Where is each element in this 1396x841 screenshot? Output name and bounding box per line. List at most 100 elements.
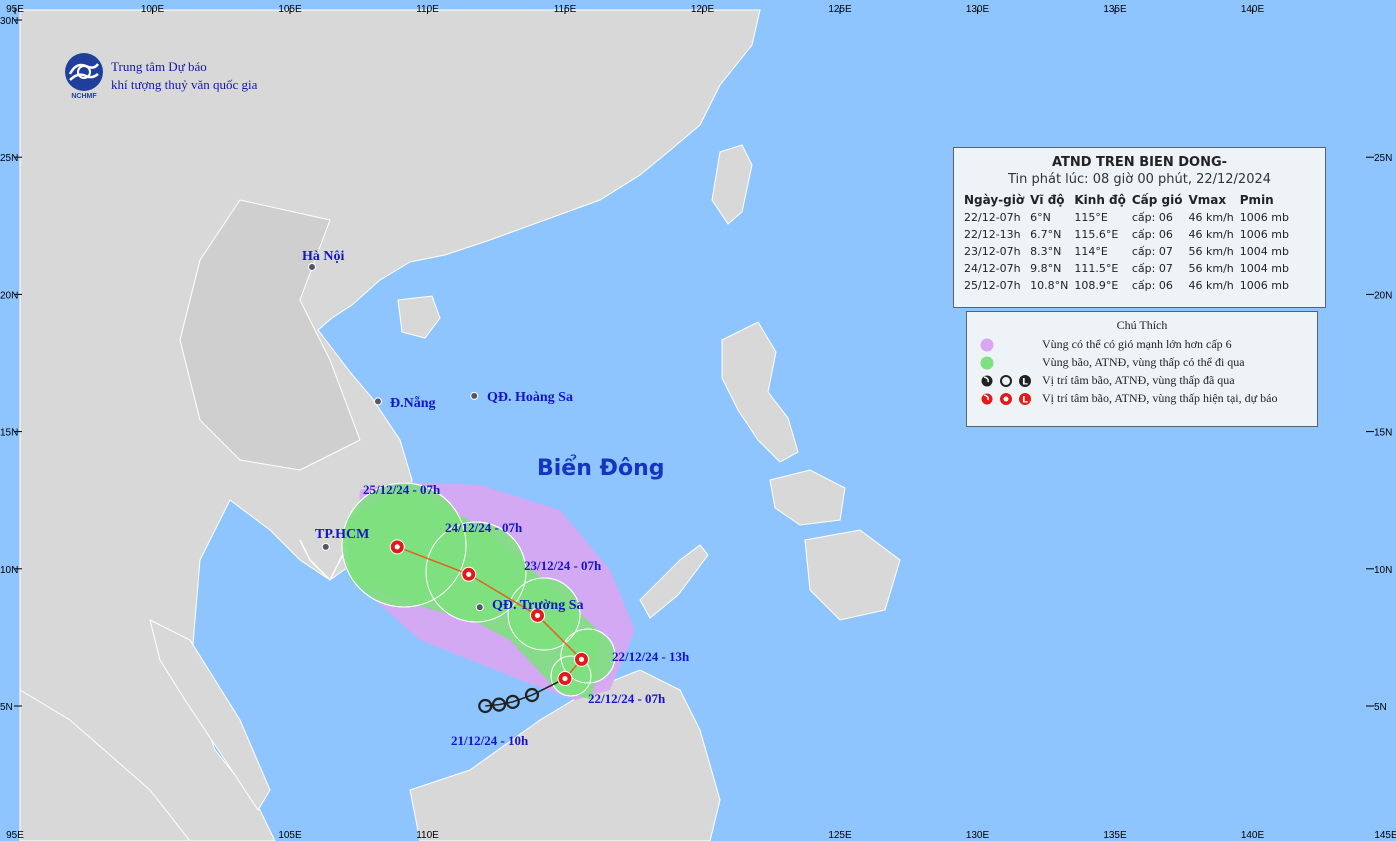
legend-item-wind-zone: Vùng có thể có gió mạnh lớn hơn cấp 6 — [967, 336, 1317, 354]
tick-label-top: 120E — [691, 4, 715, 15]
cell-datetime: 25/12-07h — [964, 279, 1021, 292]
tick-label-top: 125E — [828, 4, 852, 15]
landmass-malay-peninsula — [149, 619, 271, 811]
col-datetime: Ngày-giờ — [964, 193, 1025, 207]
track-label-22-12-13h: 22/12/24 - 13h — [612, 649, 690, 664]
tick-label-right: 20N — [1374, 290, 1392, 301]
forecast-position-center — [578, 656, 585, 662]
sea-label: Biển Đông — [537, 456, 665, 481]
landmass-luzon — [721, 321, 799, 463]
past-position-marker — [491, 697, 507, 712]
cell-latitude: 9.8°N — [1030, 262, 1062, 275]
info-title: ATND TREN BIEN DONG- — [1051, 155, 1228, 170]
place-marker — [321, 542, 330, 551]
col-latitude: Vĩ độ — [1030, 193, 1065, 207]
cell-longitude: 115.6°E — [1074, 228, 1119, 241]
cell-latitude: 6.7°N — [1030, 228, 1062, 241]
table-row: 25/12-07h 10.8°N 108.9°E cấp: 06 46 km/h… — [962, 278, 1293, 295]
tick-label-top: 130E — [966, 4, 990, 15]
track-label-21-12: 21/12/24 - 10h — [451, 733, 529, 748]
tick-label-right: 10N — [1374, 565, 1392, 576]
col-pmin: Pmin — [1239, 193, 1274, 207]
forecast-position-center — [466, 571, 472, 577]
tick-label-top: 95E — [6, 4, 24, 15]
table-header-row: Ngày-giờ Vĩ độ Kinh độ Cấp gió Vmax Pmin — [962, 193, 1293, 210]
storm-track-zone-hull — [346, 485, 600, 700]
tick-label-bottom: 130E — [966, 830, 990, 841]
cell-vmax: 46 km/h — [1188, 211, 1234, 224]
latitude-longitude-ticks: 95E 100E 105E 110E 115E 120E 125E 130E 135E 140E 9… — [0, 4, 1396, 841]
table-row: 23/12-07h 8.3°N 114°E cấp: 07 56 km/h 10… — [962, 244, 1293, 261]
place-label-ha-noi[interactable]: Hà Nội — [302, 249, 345, 264]
cell-vmax: 56 km/h — [1188, 262, 1234, 275]
track-label-24-12: 24/12/24 - 07h — [445, 520, 523, 535]
tick-label-bottom: 105E — [278, 830, 302, 841]
cell-wind-level: cấp: 06 — [1131, 228, 1173, 241]
tick-label-right: 15N — [1374, 428, 1392, 439]
org-line-2: khí tượng thuỷ văn quốc gia — [111, 77, 258, 92]
place-marker — [475, 603, 484, 612]
legend-title: Chú Thích — [1116, 318, 1168, 332]
place-label-truong-sa[interactable]: QĐ. Trường Sa — [492, 598, 584, 613]
place-label-da-nang[interactable]: Đ.Nẵng — [390, 395, 436, 411]
legend-label: Vị trí tâm bão, ATNĐ, vùng thấp hiện tại… — [1042, 391, 1278, 405]
cell-wind-level: cấp: 07 — [1131, 262, 1173, 275]
col-vmax: Vmax — [1188, 193, 1227, 207]
legend-label: Vùng bão, ATNĐ, vùng thấp có thể đi qua — [1042, 355, 1245, 369]
forecast-table: Ngày-giờ Vĩ độ Kinh độ Cấp gió Vmax Pmin… — [962, 193, 1293, 295]
landmass-borneo — [409, 669, 721, 841]
cell-datetime: 22/12-13h — [964, 228, 1021, 241]
cell-datetime: 22/12-07h — [964, 211, 1021, 224]
cell-vmax: 56 km/h — [1188, 245, 1234, 258]
legend-item-track-zone: Vùng bão, ATNĐ, vùng thấp có thể đi qua — [967, 354, 1317, 372]
cell-latitude: 10.8°N — [1030, 279, 1069, 292]
cell-latitude: 8.3°N — [1030, 245, 1062, 258]
track-label-23-12: 23/12/24 - 07h — [524, 558, 602, 573]
cell-pmin: 1004 mb — [1239, 262, 1289, 275]
place-label-hoang-sa[interactable]: QĐ. Hoàng Sa — [487, 390, 573, 405]
landmass-indochina-inner — [179, 199, 361, 471]
svg-text:NCHMF: NCHMF — [71, 93, 97, 100]
legend-item-past-positions: L Vị trí tâm bão, ATNĐ, vùng thấp đã qua — [967, 372, 1317, 390]
forecast-position-center — [534, 612, 541, 619]
cell-longitude: 108.9°E — [1074, 279, 1119, 292]
col-longitude: Kinh độ — [1074, 193, 1126, 207]
tick-label-top: 105E — [278, 4, 302, 15]
cell-longitude: 115°E — [1074, 211, 1108, 224]
forecast-position-center — [562, 675, 568, 682]
cell-wind-level: cấp: 06 — [1131, 211, 1173, 224]
violet-circle-icon — [980, 338, 994, 352]
tick-label-top: 135E — [1103, 4, 1127, 15]
past-positions — [478, 687, 540, 714]
tick-label-left: 15N — [0, 428, 18, 439]
past-position-marker — [505, 694, 520, 709]
forecast-position-icons: L — [981, 393, 1031, 406]
place-marker — [470, 391, 479, 400]
tick-label-right: 25N — [1374, 153, 1392, 164]
tick-label-left: 10N — [0, 565, 18, 576]
cell-datetime: 23/12-07h — [964, 245, 1021, 258]
cell-pmin: 1006 mb — [1239, 211, 1289, 224]
place-marker — [374, 397, 382, 406]
cell-pmin: 1004 mb — [1239, 245, 1289, 258]
organization-name: Trung tâm Dự báo khí tượng thuỷ văn quốc… — [111, 58, 257, 94]
tick-label-top: 140E — [1241, 4, 1265, 15]
legend-label: Vùng có thể có gió mạnh lớn hơn cấp 6 — [1042, 337, 1232, 351]
place-label-tp-hcm[interactable]: TP.HCM — [315, 527, 369, 542]
tick-label-bottom: 135E — [1103, 830, 1127, 841]
legend-box: Chú Thích Vùng có thể có gió mạnh lớn hơ… — [966, 311, 1318, 427]
tick-label-bottom: 95E — [6, 830, 24, 841]
table-row: 22/12-07h 6°N 115°E cấp: 06 46 km/h 1006… — [962, 210, 1293, 227]
org-line-1: Trung tâm Dự báo — [111, 59, 207, 74]
forecast-position-center — [394, 544, 400, 550]
tick-label-bottom: 125E — [828, 830, 852, 841]
landmass-asia-mainland — [19, 9, 761, 841]
storm-track-zone-outlines — [341, 482, 616, 697]
past-position-marker — [524, 687, 540, 703]
landmass-sumatra — [19, 689, 191, 841]
track-time-labels: 25/12/24 - 07h 24/12/24 - 07h 23/12/24 -… — [363, 482, 690, 748]
cell-pmin: 1006 mb — [1239, 228, 1289, 241]
track-label-22-12-07h: 22/12/24 - 07h — [588, 691, 666, 706]
tick-label-right: 5N — [1374, 702, 1387, 713]
svg-text:L: L — [1022, 396, 1028, 406]
